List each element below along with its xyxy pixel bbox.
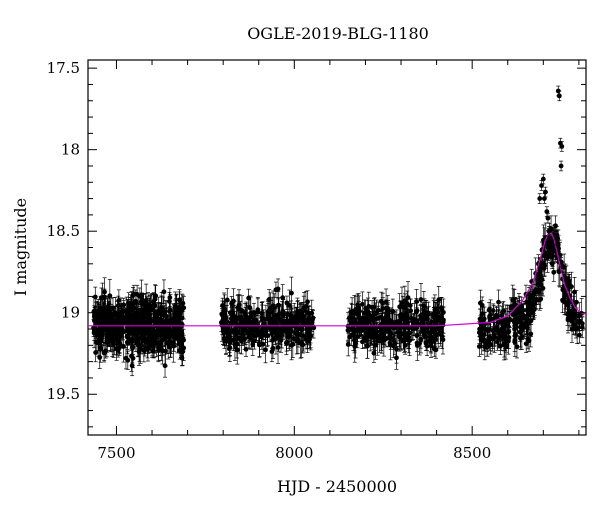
data-point	[262, 322, 268, 341]
plot-frame	[87, 59, 587, 436]
y-tick-label: 18	[61, 141, 80, 159]
data-point	[112, 308, 117, 332]
data-point	[153, 285, 159, 307]
data-point	[130, 348, 136, 369]
data-point	[275, 278, 281, 300]
data-point	[303, 329, 309, 350]
data-point	[118, 313, 123, 345]
data-marks	[88, 85, 587, 378]
data-point	[170, 326, 176, 345]
data-point	[289, 330, 295, 361]
data-point	[162, 353, 168, 378]
data-point	[145, 336, 151, 362]
data-point	[178, 332, 184, 359]
data-point	[280, 299, 286, 324]
data-point	[160, 319, 166, 347]
data-point	[221, 319, 226, 345]
data-point	[128, 297, 134, 321]
data-point	[161, 279, 167, 304]
data-point	[301, 292, 307, 323]
y-tick-label: 19	[61, 304, 80, 322]
data-point	[116, 289, 122, 312]
y-tick-label: 18.5	[47, 222, 80, 240]
x-tick-label: 8000	[275, 444, 313, 462]
data-point	[232, 300, 238, 333]
data-point	[172, 299, 178, 317]
data-point	[136, 295, 142, 326]
data-point	[93, 343, 99, 363]
data-point	[251, 302, 257, 325]
data-point	[123, 307, 128, 338]
data-point	[179, 326, 185, 341]
axis-ticks: 7500 8000 8500 17.5 18 18.5 19 19.5	[47, 59, 586, 462]
data-point	[124, 330, 130, 355]
data-point	[284, 295, 290, 311]
data-point	[109, 323, 115, 358]
data-point	[276, 306, 281, 332]
data-point	[125, 314, 131, 346]
peak-point	[558, 160, 564, 172]
x-tick-label: 7500	[97, 444, 135, 462]
data-point	[245, 304, 250, 335]
data-point	[96, 303, 102, 324]
peak-point	[544, 206, 550, 217]
data-point	[177, 291, 182, 323]
data-point	[181, 296, 187, 320]
data-point	[162, 300, 168, 324]
data-point	[147, 295, 153, 317]
data-point	[298, 310, 304, 331]
data-point	[107, 279, 113, 313]
peak-point	[541, 193, 547, 204]
data-point	[131, 284, 137, 304]
data-point	[136, 337, 142, 354]
data-point	[164, 314, 169, 342]
data-point	[101, 288, 107, 305]
data-point	[305, 290, 310, 314]
data-point	[259, 302, 265, 333]
data-point	[166, 291, 172, 311]
data-point	[106, 301, 112, 316]
data-point	[130, 320, 135, 343]
data-point	[95, 328, 101, 357]
data-point	[240, 316, 246, 347]
data-point	[100, 308, 106, 329]
x-tick-label: 8500	[453, 444, 491, 462]
y-tick-label: 17.5	[47, 59, 80, 77]
y-axis-label: I magnitude	[11, 198, 30, 296]
data-point	[227, 329, 233, 357]
data-point	[134, 324, 140, 344]
data-point	[126, 292, 132, 314]
data-point	[300, 335, 306, 354]
data-point	[289, 276, 294, 310]
data-point	[294, 306, 300, 328]
x-axis-label: HJD - 2450000	[277, 477, 397, 496]
data-point	[125, 350, 131, 370]
data-point	[91, 305, 97, 328]
data-point	[246, 288, 252, 308]
y-tick-label: 19.5	[47, 385, 80, 403]
peak-point	[537, 193, 543, 204]
data-point	[288, 308, 294, 324]
data-point	[99, 326, 105, 346]
data-point	[140, 319, 145, 348]
data-point	[256, 332, 262, 358]
peak-point	[545, 212, 551, 224]
data-point	[132, 304, 137, 329]
data-point	[92, 286, 98, 308]
peak-point	[543, 186, 548, 198]
data-point	[152, 330, 158, 349]
data-point	[101, 345, 107, 361]
data-point	[256, 326, 262, 344]
data-point	[167, 309, 172, 337]
data-point	[248, 320, 254, 341]
chart-title: OGLE-2019-BLG-1180	[247, 24, 429, 43]
